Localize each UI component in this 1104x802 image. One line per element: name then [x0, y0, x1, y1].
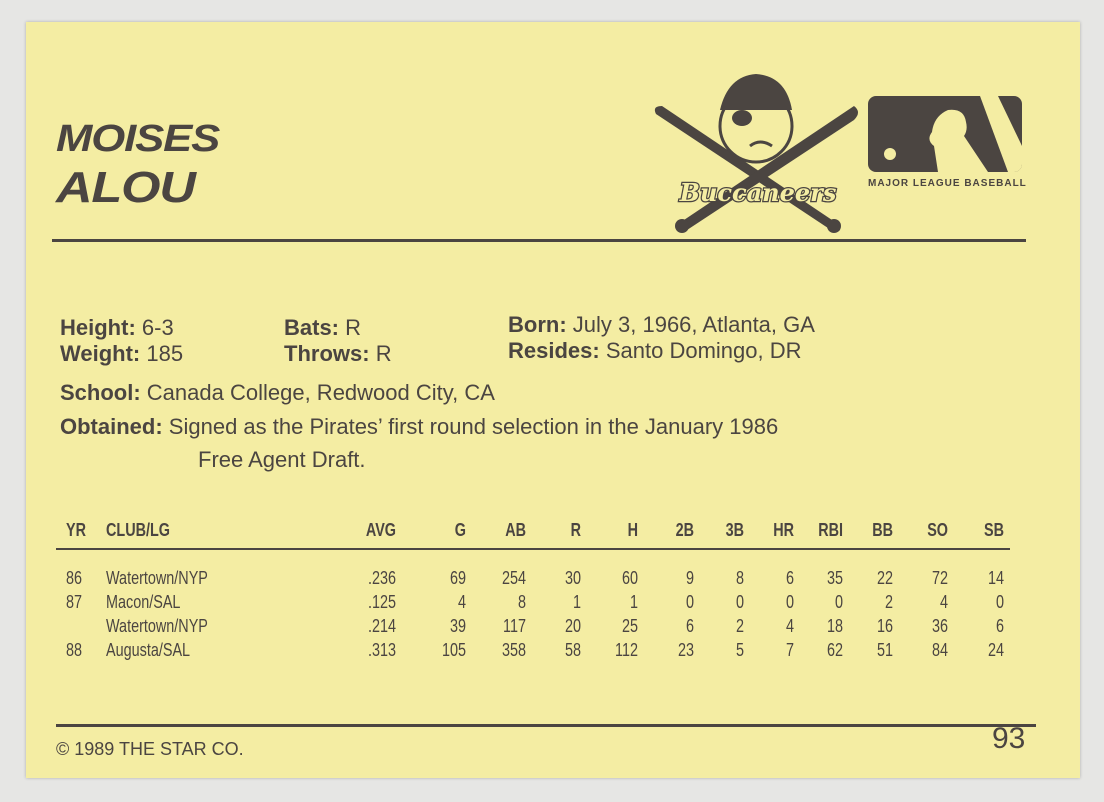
footer-divider [56, 724, 1036, 727]
stat-cell: 2B [675, 520, 694, 540]
weight: Weight: 185 [60, 341, 184, 366]
stat-cell: BB [872, 520, 893, 540]
stat-cell: .313 [367, 640, 396, 660]
stat-cell: CLUB/LG [106, 520, 170, 540]
stat-cell: 36 [931, 616, 948, 636]
stat-cell: 2 [884, 592, 893, 612]
stat-cell: 4 [939, 592, 948, 612]
resides: Resides: Santo Domingo, DR [508, 338, 802, 363]
stat-cell: H [627, 520, 638, 540]
stat-cell: 88 [66, 640, 83, 660]
stat-cell: 30 [564, 568, 581, 588]
obtained-continued: Free Agent Draft. [198, 447, 366, 472]
stat-cell: G [454, 520, 466, 540]
stat-cell: YR [66, 520, 87, 540]
stat-cell: 86 [66, 568, 83, 588]
stats-header: YR CLUB/LG AVG G AB R H 2B 3B HR RBI BB SO SB [66, 520, 1026, 544]
stat-cell: AVG [365, 520, 396, 540]
stat-cell: 6 [995, 616, 1004, 636]
player-first-name: MOISES [56, 118, 220, 160]
divider [52, 239, 1026, 242]
stat-cell: 72 [931, 568, 948, 588]
table-row: 87 Macon/SAL .125 4 8 1 1 0 0 0 0 2 4 0 [66, 592, 1026, 616]
stat-cell: 60 [621, 568, 638, 588]
stat-cell: 22 [876, 568, 893, 588]
stat-cell: 105 [441, 640, 466, 660]
baseball-card-back: MOISES ALOU Buccaneers MAJOR LEAGUE BASE… [26, 22, 1080, 778]
stat-cell: 14 [987, 568, 1004, 588]
stat-cell: HR [773, 520, 794, 540]
obtained: Obtained: Signed as the Pirates’ first r… [60, 414, 779, 439]
mlb-logo [868, 96, 1022, 172]
stat-cell: 5 [735, 640, 744, 660]
height: Height: 6-3 [60, 315, 174, 340]
stat-cell: 6 [785, 568, 794, 588]
stat-cell: 18 [826, 616, 843, 636]
stat-cell: .236 [367, 568, 396, 588]
stat-cell: Watertown/NYP [106, 616, 208, 636]
stat-cell: 254 [501, 568, 526, 588]
stat-cell: 358 [501, 640, 526, 660]
stat-cell: AB [505, 520, 526, 540]
stat-cell: 0 [785, 592, 794, 612]
stat-cell: 1 [629, 592, 638, 612]
stat-cell: 25 [621, 616, 638, 636]
stat-cell: 39 [449, 616, 466, 636]
card-number: 93 [992, 722, 1026, 755]
stat-cell: 35 [826, 568, 843, 588]
born: Born: July 3, 1966, Atlanta, GA [508, 312, 815, 337]
stat-cell: Watertown/NYP [106, 568, 208, 588]
stat-cell: .125 [367, 592, 396, 612]
stat-cell: 4 [457, 592, 466, 612]
stat-cell: 112 [615, 640, 638, 660]
stat-cell: 0 [685, 592, 694, 612]
stat-cell: 16 [876, 616, 893, 636]
stat-cell: 4 [785, 616, 794, 636]
stat-cell: 3B [725, 520, 744, 540]
stat-cell: 51 [876, 640, 893, 660]
school: School: Canada College, Redwood City, CA [60, 380, 495, 405]
stat-cell: 84 [931, 640, 948, 660]
player-last-name: ALOU [56, 163, 196, 212]
stat-cell: 2 [735, 616, 744, 636]
stat-cell: SO [927, 520, 948, 540]
stat-cell: 23 [677, 640, 694, 660]
stat-cell: 117 [503, 616, 526, 636]
copyright: © 1989 THE STAR CO. [56, 739, 244, 759]
mlb-logo-text: MAJOR LEAGUE BASEBALL [868, 178, 1027, 189]
stat-cell: SB [983, 520, 1004, 540]
stat-cell: 62 [826, 640, 843, 660]
stat-cell: R [570, 520, 581, 540]
table-row: 88 Augusta/SAL .313 105 358 58 112 23 5 7 62 51 84 24 [66, 640, 1026, 664]
stat-cell: Augusta/SAL [106, 640, 191, 660]
stat-cell: 6 [685, 616, 694, 636]
stat-cell: 69 [449, 568, 466, 588]
stat-cell: 20 [564, 616, 581, 636]
stat-cell: 9 [685, 568, 694, 588]
stat-cell: 1 [572, 592, 581, 612]
team-logo-text: Buccaneers [679, 178, 837, 207]
stat-cell: 0 [995, 592, 1004, 612]
stat-cell: 7 [785, 640, 794, 660]
stat-cell: 87 [66, 592, 83, 612]
stat-cell: 58 [564, 640, 581, 660]
stat-cell: 8 [517, 592, 526, 612]
table-row: 86 Watertown/NYP .236 69 254 30 60 9 8 6 35 22 72 14 [66, 568, 1026, 592]
stat-cell: 8 [735, 568, 744, 588]
stat-cell: 24 [987, 640, 1004, 660]
stat-cell: .214 [367, 616, 396, 636]
stat-cell: 0 [735, 592, 744, 612]
bats: Bats: R [284, 315, 362, 340]
table-row: Watertown/NYP .214 39 117 20 25 6 2 4 18 16 36 6 [66, 616, 1026, 640]
throws: Throws: R [284, 341, 392, 366]
stat-cell: 0 [834, 592, 843, 612]
buccaneers-logo: Buccaneers [654, 74, 858, 233]
stat-cell: Macon/SAL [106, 592, 181, 612]
stats-header-divider [56, 548, 1010, 550]
stat-cell: RBI [818, 520, 843, 540]
